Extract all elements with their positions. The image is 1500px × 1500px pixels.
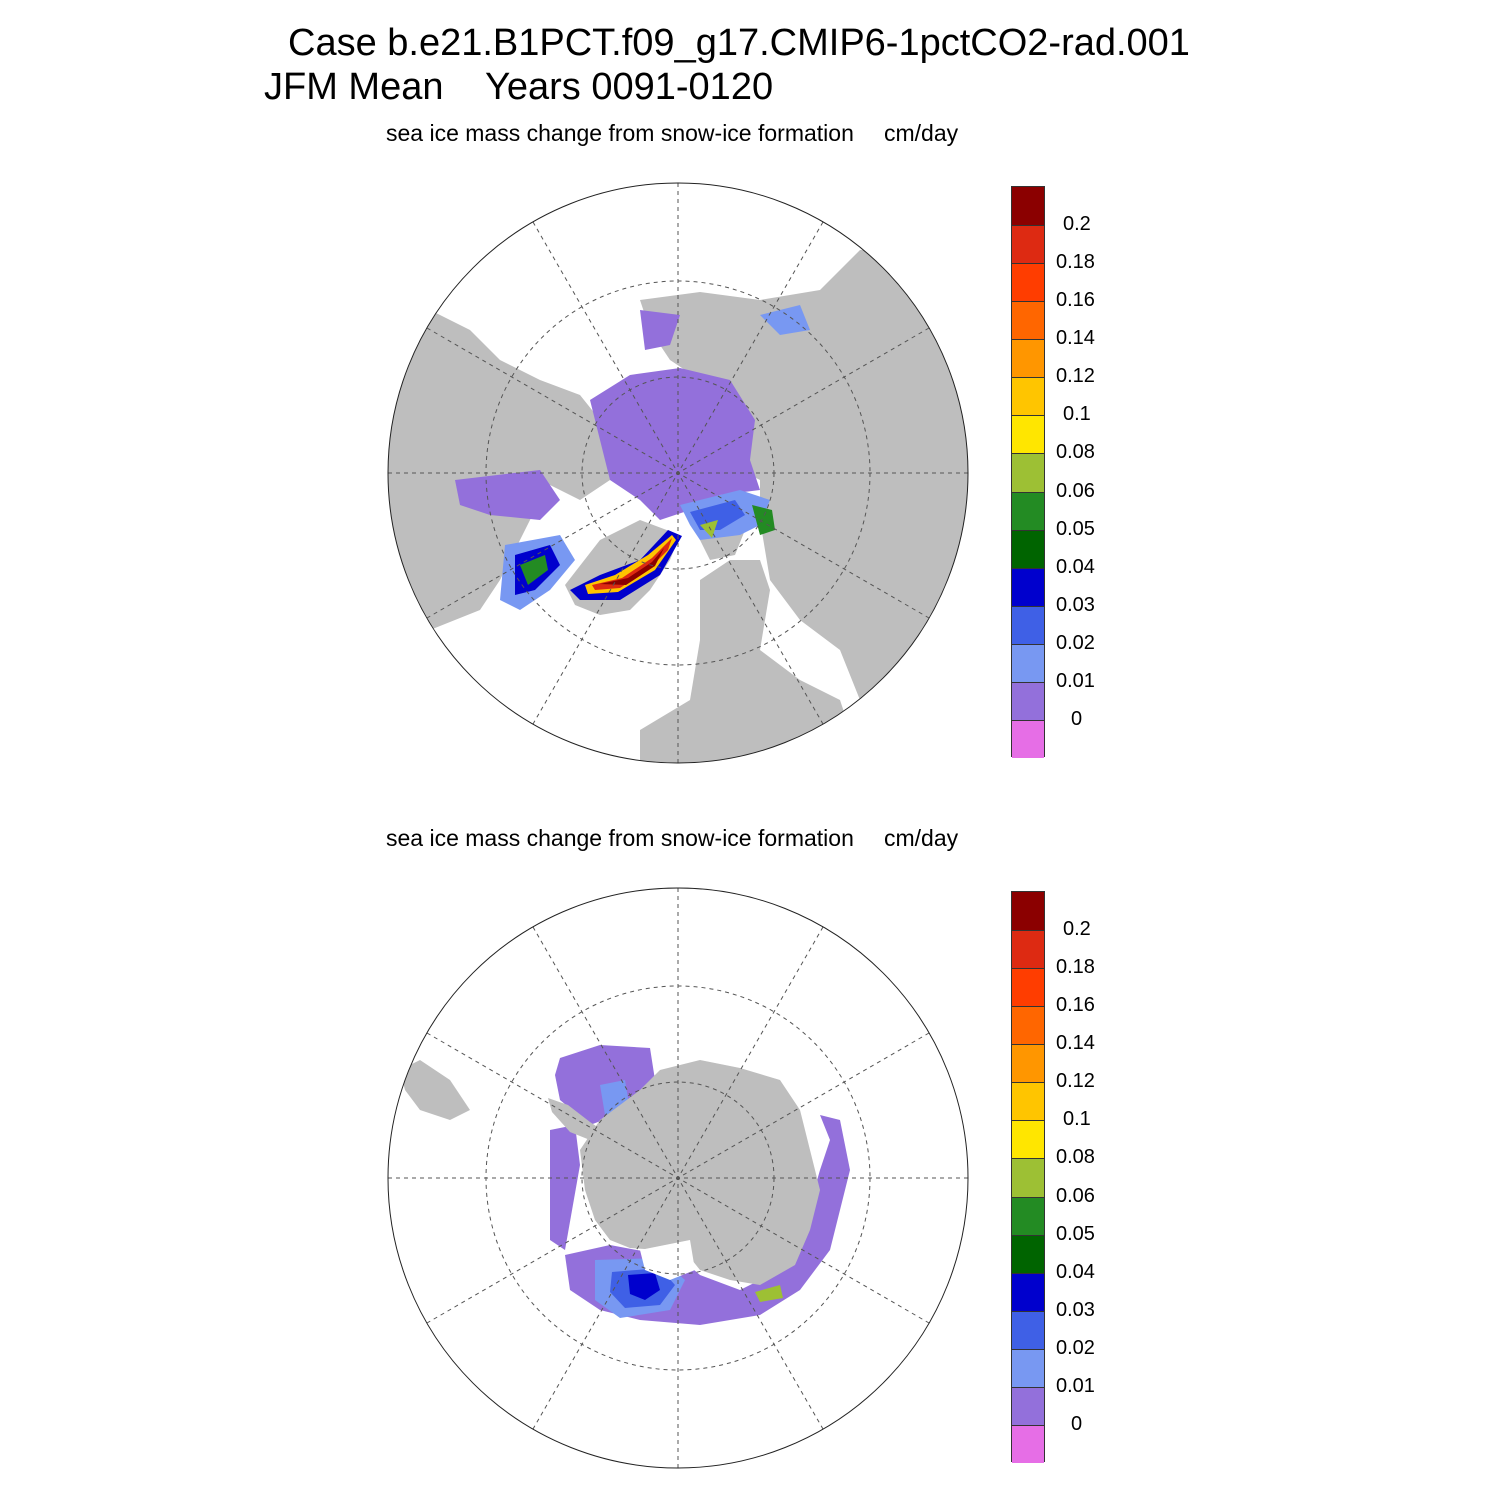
colorbar-north-swatch: [1012, 643, 1044, 682]
figure-title-line1: Case b.e21.B1PCT.f09_g17.CMIP6-1pctCO2-r…: [288, 22, 1190, 64]
colorbar-north-swatch: [1012, 301, 1044, 340]
colorbar-north-tick-label: 0.12: [1056, 365, 1095, 388]
colorbar-north-tick-label: 0: [1071, 707, 1083, 730]
colorbar-north-tick-label: 0.03: [1056, 593, 1095, 616]
colorbar-south-tick-label: 0.2: [1063, 918, 1091, 941]
colorbar-south-tick-label: 0.04: [1056, 1260, 1095, 1283]
colorbar-south-tick-label: 0.03: [1056, 1298, 1095, 1321]
panel-north-subtitle: sea ice mass change from snow-ice format…: [386, 120, 854, 146]
panel-south-units: cm/day: [884, 825, 959, 851]
colorbar-north-tick-label: 0.1: [1063, 403, 1091, 426]
colorbar-north-swatch: [1012, 453, 1044, 492]
colorbar-south-swatch: [1012, 1196, 1044, 1235]
colorbar-south-swatch: [1012, 1044, 1044, 1083]
colorbar-north-swatch: [1012, 263, 1044, 302]
figure-title-line2: JFM Mean Years 0091-0120: [264, 66, 774, 108]
colorbar-south-tick-label: 0.14: [1056, 1032, 1095, 1055]
north-land: [388, 250, 968, 763]
colorbar-south-swatch: [1012, 1386, 1044, 1425]
colorbar-north: [1011, 186, 1045, 758]
north-sea-ice-field: [455, 305, 810, 610]
colorbar-north-swatch: [1012, 377, 1044, 416]
south-graticule: [388, 888, 968, 1468]
colorbar-north-tick-label: 0.02: [1056, 631, 1095, 654]
colorbar-south-swatch: [1012, 968, 1044, 1007]
colorbar-south-tick-label: 0.08: [1056, 1146, 1095, 1169]
colorbar-south-tick-label: 0.06: [1056, 1184, 1095, 1207]
colorbar-north-tick-label: 0.08: [1056, 441, 1095, 464]
colorbar-south-swatch: [1012, 1158, 1044, 1197]
panel-north-units: cm/day: [884, 120, 959, 146]
colorbar-south-tick-label: 0.1: [1063, 1108, 1091, 1131]
colorbar-south-swatch: [1012, 1310, 1044, 1349]
colorbar-north-tick-label: 0.14: [1056, 327, 1095, 350]
colorbar-north-swatch: [1012, 491, 1044, 530]
colorbar-north-tick-label: 0.04: [1056, 555, 1095, 578]
colorbar-north-swatch: [1012, 681, 1044, 720]
colorbar-south-swatch: [1012, 1348, 1044, 1387]
colorbar-north-swatch: [1012, 529, 1044, 568]
colorbar-south-swatch: [1012, 1120, 1044, 1159]
colorbar-north-swatch: [1012, 605, 1044, 644]
colorbar-south-tick-label: 0.01: [1056, 1374, 1095, 1397]
colorbar-north-tick-label: 0.16: [1056, 289, 1095, 312]
colorbar-south-swatch: [1012, 930, 1044, 969]
colorbar-south-tick-label: 0: [1071, 1412, 1083, 1435]
colorbar-north-tick-label: 0.06: [1056, 479, 1095, 502]
south-land: [400, 1060, 820, 1285]
colorbar-south-tick-label: 0.16: [1056, 994, 1095, 1017]
colorbar-north-tick-label: 0.18: [1056, 251, 1095, 274]
colorbar-north-swatch: [1012, 339, 1044, 378]
colorbar-north-swatch: [1012, 415, 1044, 454]
colorbar-north-swatch: [1012, 225, 1044, 264]
colorbar-south-swatch: [1012, 1082, 1044, 1121]
colorbar-south-swatch: [1012, 1006, 1044, 1045]
colorbar-north-tick-label: 0.2: [1063, 213, 1091, 236]
colorbar-south-tick-label: 0.02: [1056, 1336, 1095, 1359]
colorbar-north-swatch: [1012, 719, 1044, 758]
colorbar-north-swatch: [1012, 567, 1044, 606]
south-polar-map: [387, 887, 969, 1469]
colorbar-north-swatch: [1012, 187, 1044, 226]
panel-south-subtitle: sea ice mass change from snow-ice format…: [386, 825, 854, 851]
colorbar-north-tick-label: 0.05: [1056, 517, 1095, 540]
north-graticule: [388, 183, 968, 763]
colorbar-south-swatch: [1012, 1272, 1044, 1311]
colorbar-south-tick-label: 0.12: [1056, 1070, 1095, 1093]
colorbar-south-tick-label: 0.05: [1056, 1222, 1095, 1245]
colorbar-south: [1011, 891, 1045, 1463]
colorbar-south-tick-label: 0.18: [1056, 956, 1095, 979]
colorbar-south-swatch: [1012, 892, 1044, 931]
north-polar-map: [387, 182, 969, 764]
colorbar-north-tick-label: 0.01: [1056, 669, 1095, 692]
colorbar-south-swatch: [1012, 1424, 1044, 1463]
colorbar-south-swatch: [1012, 1234, 1044, 1273]
